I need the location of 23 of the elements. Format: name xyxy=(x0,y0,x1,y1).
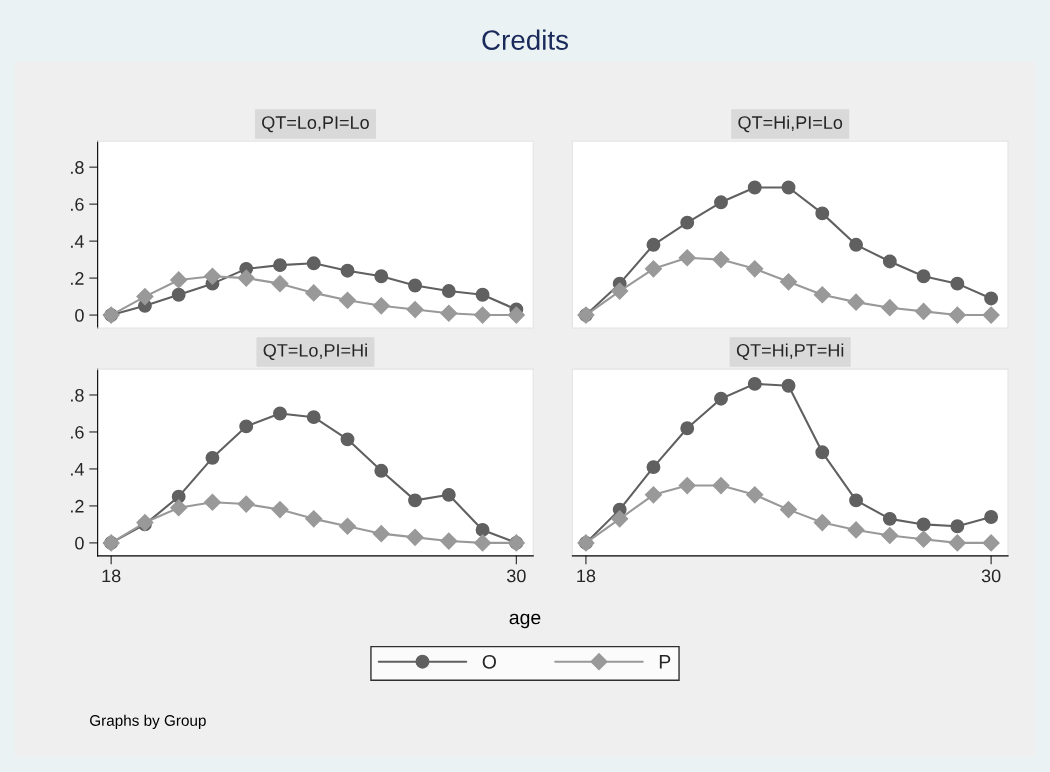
chart-title: QT=Lo,PI=Lo xyxy=(262,116,369,133)
y-tick-label: .6 xyxy=(71,198,84,211)
x-tick-label: 30 xyxy=(506,569,526,583)
legend-label: P xyxy=(659,655,671,669)
text: age xyxy=(509,613,541,629)
y-tick-label: 0 xyxy=(75,309,84,322)
y-tick-label: .2 xyxy=(71,272,84,285)
y-tick-label: 0 xyxy=(75,536,84,550)
y-tick-label: .2 xyxy=(71,499,84,513)
x-tick-label: 18 xyxy=(577,569,596,583)
legend-label: O xyxy=(482,654,496,669)
x-tick-label: 18 xyxy=(102,569,121,583)
chart-title: QT=Lo,PI=Hi xyxy=(263,343,367,361)
y-tick-label: .6 xyxy=(71,425,84,439)
y-tick-label: .8 xyxy=(71,161,84,174)
text: Graphs by Group xyxy=(90,714,206,729)
text: Credits xyxy=(482,29,568,50)
chart-title: QT=Hi,PI=Lo xyxy=(738,115,843,133)
x-tick-label: 30 xyxy=(981,569,1001,583)
chart-title: QT=Hi,PT=Hi xyxy=(736,343,844,361)
y-tick-label: .4 xyxy=(71,463,84,476)
y-tick-label: .8 xyxy=(71,388,84,402)
y-tick-label: .4 xyxy=(71,235,84,248)
